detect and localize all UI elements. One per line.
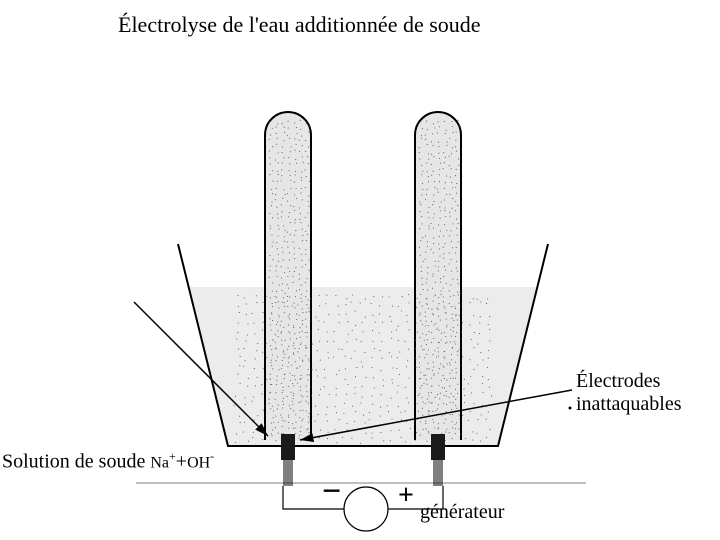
diagram-root: { "canvas": { "width": 720, "height": 54… [0, 0, 720, 540]
left-electrode-tip [281, 434, 295, 460]
label-electrodes-line1: Électrodes [576, 370, 682, 393]
ion1-base: Na [150, 455, 169, 472]
generator-symbol [344, 487, 388, 531]
label-solution: Solution de soude Na++OH- [2, 449, 214, 474]
label-electrodes-line2: inattaquables [576, 393, 682, 416]
label-solution-pre: Solution de soude [2, 451, 150, 473]
left-electrode-base [283, 460, 293, 486]
arrow-dot [569, 407, 572, 410]
right-tube-fill [415, 112, 461, 440]
label-plus: + [398, 480, 414, 512]
label-minus: − [322, 473, 341, 511]
ion-plus: + [176, 451, 187, 473]
ion1-sup: + [169, 449, 176, 463]
liquid-fill [189, 287, 538, 446]
ion2-base: OH [187, 455, 210, 472]
title: Électrolyse de l'eau additionnée de soud… [118, 12, 481, 38]
label-electrodes: Électrodes inattaquables [576, 370, 682, 416]
right-electrode-tip [431, 434, 445, 460]
ion2-sup: - [210, 449, 214, 463]
right-electrode-base [433, 460, 443, 486]
label-generator: générateur [420, 501, 504, 524]
